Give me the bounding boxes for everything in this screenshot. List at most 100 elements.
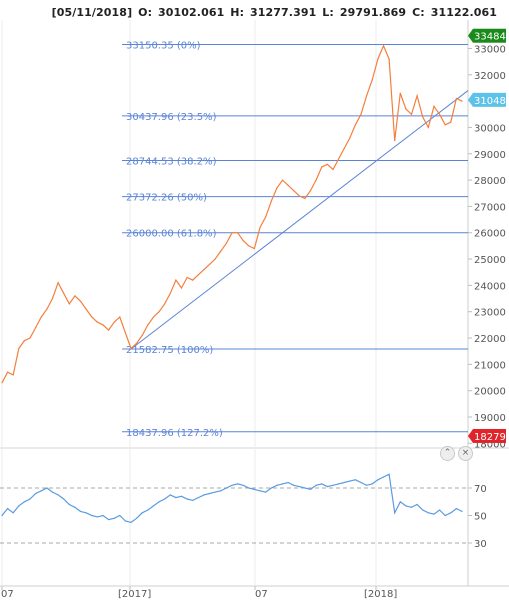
price-point xyxy=(309,190,312,192)
oscillator-point xyxy=(281,483,284,485)
y-tick-label: 28000 xyxy=(474,176,506,187)
trend-line[interactable] xyxy=(130,90,469,350)
oscillator-point xyxy=(209,492,211,495)
y-tick-label: 29000 xyxy=(474,150,506,161)
price-point xyxy=(444,124,446,126)
price-point xyxy=(349,137,351,139)
price-point xyxy=(74,295,76,297)
fib-level-label: 18437.96 (127.2%) xyxy=(126,428,223,439)
price-point xyxy=(439,113,441,115)
price-point xyxy=(298,195,300,197)
x-tick-label: [2017] xyxy=(118,589,151,600)
oscillator-point xyxy=(242,484,244,486)
price-badge-low xyxy=(473,428,506,443)
oscillator-point xyxy=(192,499,194,501)
price-point xyxy=(12,374,14,376)
oscillator-point xyxy=(7,508,9,510)
price-series-line xyxy=(1,44,463,384)
price-point xyxy=(220,250,222,252)
oscillator-point xyxy=(74,506,76,508)
price-point xyxy=(450,121,452,123)
oscillator-point xyxy=(338,483,340,485)
oscillator-point xyxy=(96,516,98,518)
oscillator-point xyxy=(354,479,356,481)
price-point xyxy=(427,126,429,128)
oscillator-point xyxy=(158,501,160,503)
oscillator-point xyxy=(450,512,452,514)
y-tick-label: 27000 xyxy=(474,202,506,213)
oscillator-point xyxy=(315,484,317,486)
price-point xyxy=(343,147,345,150)
price-point xyxy=(29,337,31,339)
oscillator-point xyxy=(164,498,166,500)
price-point xyxy=(46,308,48,310)
oscillator-point xyxy=(388,473,390,475)
oscillator-point xyxy=(416,503,418,506)
price-point xyxy=(338,158,340,160)
oscillator-point xyxy=(23,501,25,503)
oscillator-point xyxy=(265,491,267,493)
price-point xyxy=(332,168,334,171)
oscillator-point xyxy=(444,514,446,517)
oscillator-point xyxy=(124,520,126,522)
oscillator-point xyxy=(427,512,429,514)
ohlc-close-label: C: xyxy=(412,6,425,19)
price-point xyxy=(7,371,9,373)
price-point xyxy=(248,245,250,247)
price-point xyxy=(410,113,413,115)
oscillator-point xyxy=(141,512,143,514)
fib-level-label: 30437.96 (23.5%) xyxy=(126,112,217,123)
y-tick-label: 32000 xyxy=(474,71,506,82)
ohlc-open-value: 30102.061 xyxy=(158,6,225,19)
price-point xyxy=(242,240,244,242)
y-tick-label: 23000 xyxy=(474,308,506,319)
collapse-panel-icon[interactable]: ⌃ xyxy=(440,446,455,461)
oscillator-point xyxy=(253,488,255,490)
oscillator-point xyxy=(91,514,93,517)
price-point xyxy=(57,282,59,284)
price-point xyxy=(136,342,138,344)
oscillator-point xyxy=(108,519,110,521)
price-point xyxy=(315,179,317,181)
oscillator-point xyxy=(231,484,233,486)
fib-level-label: 27372.26 (50%) xyxy=(126,193,207,204)
price-point xyxy=(416,95,418,97)
price-point xyxy=(225,242,227,244)
oscillator-point xyxy=(197,497,199,499)
price-point xyxy=(231,232,233,234)
price-point xyxy=(51,297,54,300)
oscillator-point xyxy=(410,506,413,508)
oscillator-point xyxy=(46,487,48,489)
price-point xyxy=(461,100,463,102)
oscillator-point xyxy=(248,487,250,489)
price-point xyxy=(113,321,115,323)
ohlc-header: [05/11/2018] O: 30102.061 H: 31277.391 L… xyxy=(50,6,497,19)
oscillator-point xyxy=(113,517,115,519)
price-point xyxy=(91,316,93,318)
price-badge-label: 31048 xyxy=(474,96,506,107)
price-badge-high xyxy=(473,28,506,43)
oscillator-point xyxy=(377,479,379,481)
oscillator-point xyxy=(366,484,368,486)
y-tick-label: 21000 xyxy=(474,360,506,371)
oscillator-point xyxy=(422,509,424,511)
price-point xyxy=(102,324,104,326)
ohlc-date: [05/11/2018] xyxy=(51,6,133,19)
close-panel-icon[interactable]: × xyxy=(458,446,473,461)
price-point xyxy=(371,79,373,81)
price-point xyxy=(366,95,368,97)
price-point xyxy=(85,308,87,310)
price-point xyxy=(141,334,143,336)
oscillator-series-line xyxy=(1,473,463,524)
oscillator-y-tick-label: 50 xyxy=(474,512,487,523)
price-badge-label: 33484 xyxy=(474,32,506,43)
oscillator-point xyxy=(1,514,3,517)
oscillator-point xyxy=(186,498,188,500)
oscillator-point xyxy=(360,481,362,484)
x-tick-label: 07 xyxy=(255,589,268,600)
price-point xyxy=(433,105,435,107)
price-point xyxy=(68,303,70,305)
y-tick-label: 24000 xyxy=(474,281,506,292)
price-point xyxy=(164,303,166,305)
